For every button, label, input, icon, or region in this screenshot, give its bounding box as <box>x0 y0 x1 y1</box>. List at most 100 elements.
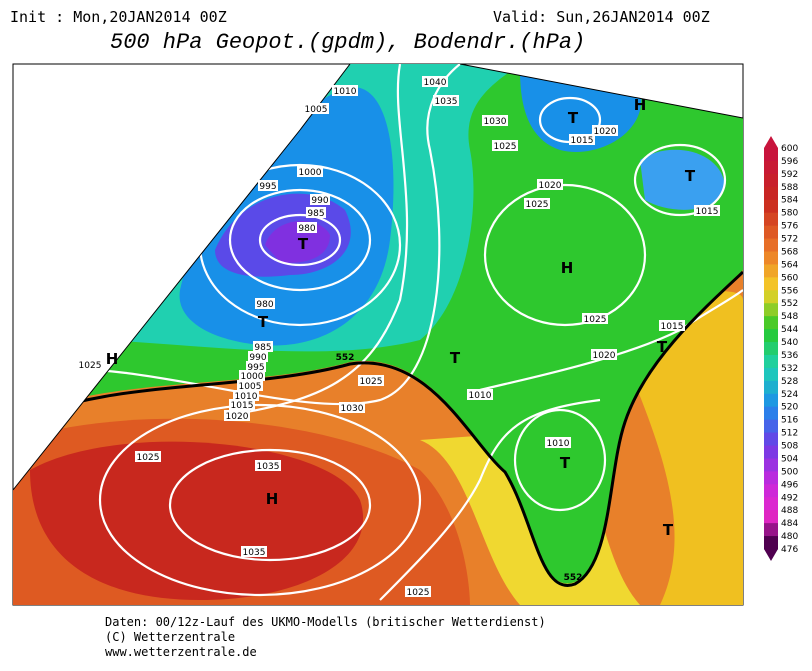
isobar-label: 1005 <box>305 105 328 115</box>
isobar-label: 1020 <box>226 412 249 422</box>
colorbar-label: 552 <box>781 299 798 309</box>
colorbar-label: 536 <box>781 351 798 361</box>
colorbar-cell <box>764 458 778 472</box>
isobar-label: 1025 <box>494 142 517 152</box>
isobar-label: 1020 <box>593 351 616 361</box>
colorbar-label: 560 <box>781 273 798 283</box>
isobars <box>39 64 743 601</box>
isobar-label: 1000 <box>299 168 322 178</box>
isobar-label-bg <box>303 103 329 114</box>
isobar-label-bg <box>591 349 617 360</box>
colorbar-label: 572 <box>781 235 798 245</box>
colorbar-label: 580 <box>781 209 798 219</box>
colorbar-label: 504 <box>781 454 798 464</box>
colorbar-label: 496 <box>781 480 798 490</box>
isobar-label-bg <box>246 361 266 372</box>
colorbar-label: 516 <box>781 416 798 426</box>
isobar-label-bg <box>582 313 608 324</box>
colorbar-label: 500 <box>781 467 798 477</box>
colorbar-label: 508 <box>781 442 798 452</box>
isobar-label: 1025 <box>137 453 160 463</box>
isobar-label-bg <box>358 375 384 386</box>
colorbar-label: 592 <box>781 170 798 180</box>
isobar-label-bg <box>248 351 268 362</box>
colorbar-cell <box>764 251 778 265</box>
colorbar-cell <box>764 367 778 382</box>
colorbar-cell <box>764 497 778 511</box>
isobar-label: 990 <box>311 196 328 206</box>
isobar-label-bg <box>253 341 273 352</box>
colorbar-cell <box>764 225 778 240</box>
contour-label: 552 <box>336 353 355 363</box>
isobar-label: 985 <box>307 209 324 219</box>
isobar-label-bg <box>229 399 255 410</box>
colorbar-label: 544 <box>781 325 798 335</box>
pressure-center: T <box>568 109 579 127</box>
colorbar-cell <box>764 484 778 498</box>
colorbar-label: 596 <box>781 157 798 167</box>
colorbar-label: 548 <box>781 312 798 322</box>
colorbar-label: 564 <box>781 260 798 270</box>
isobar-label: 980 <box>256 300 273 310</box>
colorbar-cell <box>764 393 778 408</box>
colorbar-cell <box>764 148 778 162</box>
colorbar-label: 528 <box>781 377 798 387</box>
colorbar-label: 480 <box>781 532 798 542</box>
isobar-label-bg <box>258 180 278 191</box>
colorbar-label: 492 <box>781 493 798 503</box>
colorbar-cell <box>764 199 778 214</box>
isobar-label: 1015 <box>571 136 594 146</box>
colorbar-label: 484 <box>781 519 798 529</box>
map-area: 1040103510301025101510201020102510151010… <box>12 63 744 606</box>
colorbar: 600 596 592 588 584 580 576 572 568 564 560 556 552 5… <box>764 136 798 561</box>
isobar-label: 995 <box>259 182 276 192</box>
isobar-label: 1030 <box>484 117 507 127</box>
isobar-label-bg <box>569 134 595 145</box>
isobar-label: 1015 <box>231 401 254 411</box>
isobar-label-bg <box>592 125 618 136</box>
isobar-label-bg <box>422 76 448 87</box>
isobar-label-bg <box>297 222 317 233</box>
footer-copyright: (C) Wetterzentrale <box>105 630 235 644</box>
isobar-label: 1040 <box>424 78 447 88</box>
valid-time: Valid: Sun,26JAN2014 00Z <box>493 8 710 26</box>
colorbar-cell <box>764 536 778 550</box>
isobar-label-bg <box>255 460 281 471</box>
isobar-label: 980 <box>298 224 315 234</box>
isobar-label-bg <box>339 402 365 413</box>
colorbar-cell <box>764 523 778 537</box>
colorbar-cell <box>764 445 778 459</box>
isobar-label-bg <box>241 546 267 557</box>
colorbar-label: 556 <box>781 286 798 296</box>
colorbar-label: 576 <box>781 222 798 232</box>
colorbar-cell <box>764 160 778 175</box>
isobar-label-bg <box>306 207 326 218</box>
isobar-label: 1010 <box>547 439 570 449</box>
isobar-label: 1015 <box>696 207 719 217</box>
isobar-label-bg <box>224 410 250 421</box>
colorbar-cell <box>764 277 778 291</box>
footer-url: www.wetterzentrale.de <box>105 645 257 659</box>
isobar-label: 1035 <box>243 548 266 558</box>
pressure-center: H <box>106 350 119 368</box>
init-time: Init : Mon,20JAN2014 00Z <box>10 8 227 26</box>
colorbar-cell <box>764 173 778 188</box>
isobar-label: 1035 <box>435 97 458 107</box>
isobar-label-bg <box>405 586 431 597</box>
colorbar-label: 588 <box>781 183 798 193</box>
contour-label: 552 <box>564 573 583 583</box>
isobar-label: 1025 <box>360 377 383 387</box>
isobar-label-bg <box>233 390 259 401</box>
isobar-label: 1000 <box>241 372 264 382</box>
map-title: 500 hPa Geopot.(gpdm), Bodendr.(hPa) <box>110 30 585 55</box>
isobar-label-bg <box>694 205 720 216</box>
isobar-label: 1025 <box>407 588 430 598</box>
colorbar-cell <box>764 186 778 201</box>
colorbar-label: 540 <box>781 338 798 348</box>
isobar-label: 1025 <box>526 200 549 210</box>
colorbar-cell <box>764 290 778 304</box>
pressure-center: H <box>266 490 279 508</box>
isobar-label: 1030 <box>341 404 364 414</box>
pressure-center: T <box>657 338 668 356</box>
